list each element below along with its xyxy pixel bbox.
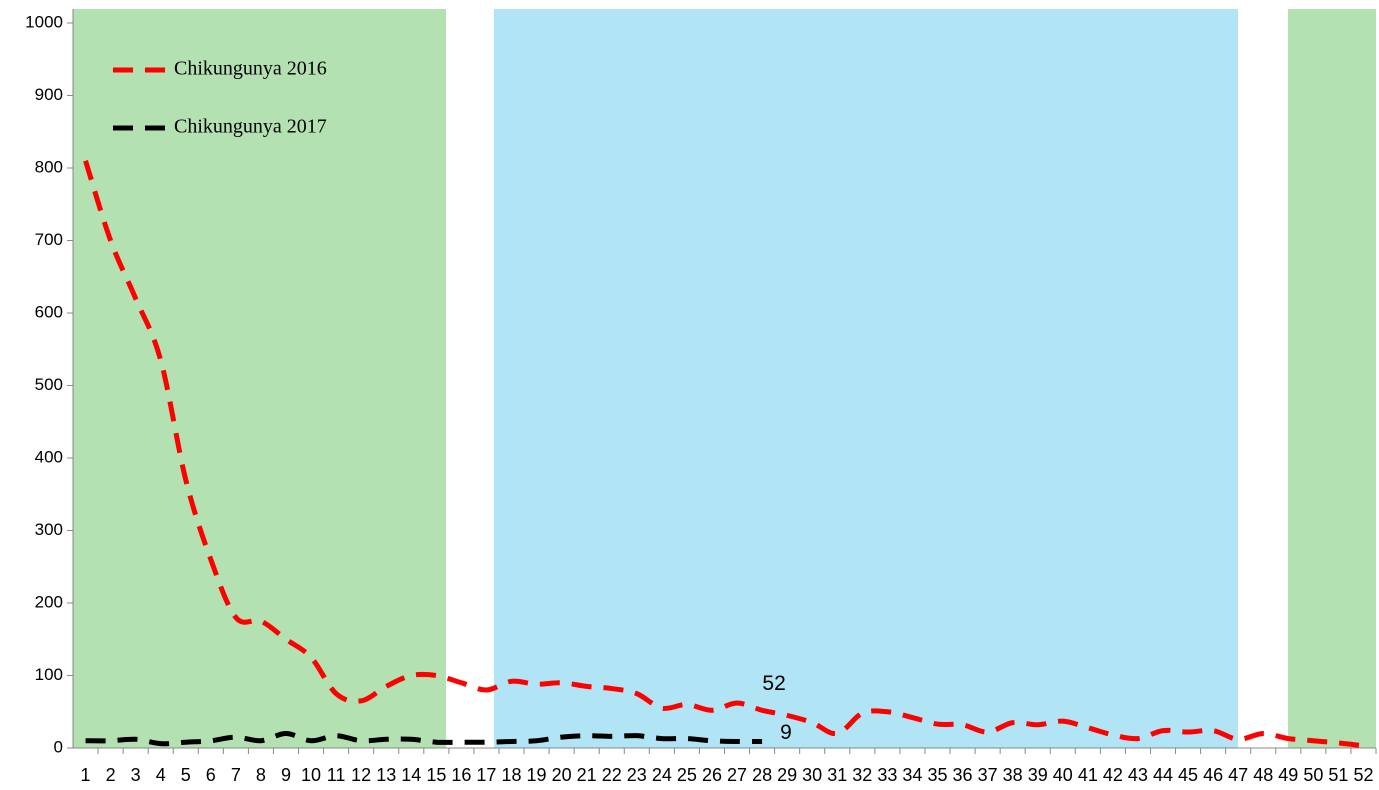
x-tick-label: 32 [852,765,872,785]
data-label: 52 [762,672,785,695]
x-tick-label: 45 [1178,765,1198,785]
x-tick-label: 20 [552,765,572,785]
x-tick-label: 28 [752,765,772,785]
x-tick-label: 11 [327,765,346,785]
x-tick-label: 26 [702,765,722,785]
x-tick-label: 15 [426,765,446,785]
x-tick-label: 35 [927,765,947,785]
x-tick-label: 10 [301,765,321,785]
legend-label: Chikungunya 2016 [174,58,327,80]
x-tick-label: 21 [577,765,597,785]
legend: Chikungunya 2016 Chikungunya 2017 [113,58,327,138]
x-tick-label: 1 [81,765,91,785]
x-tick-label: 40 [1053,765,1073,785]
y-tick-label: 800 [35,157,63,176]
x-tick-label: 4 [156,765,166,785]
x-tick-label: 51 [1328,765,1348,785]
x-tick-label: 47 [1228,765,1248,785]
x-tick-label: 37 [978,765,998,785]
x-tick-label: 33 [877,765,897,785]
x-tick-label: 29 [777,765,797,785]
x-tick-label: 34 [902,765,922,785]
y-tick-label: 600 [35,302,63,321]
x-tick-label: 23 [627,765,647,785]
legend-label: Chikungunya 2017 [174,116,327,138]
x-tick-label: 24 [652,765,672,785]
x-tick-label: 41 [1078,765,1098,785]
x-tick-label: 52 [1353,765,1373,785]
y-tick-label: 1000 [25,12,63,31]
x-tick-label: 38 [1003,765,1023,785]
series-line [85,730,763,747]
y-tick-label: 500 [35,375,63,394]
x-tick-label: 31 [827,765,847,785]
season-band [494,9,1238,748]
x-tick-label: 36 [953,765,973,785]
season-band [73,9,446,748]
x-tick-label: 42 [1103,765,1123,785]
x-tick-label: 14 [401,765,421,785]
data-label: 9 [780,721,792,744]
x-tick-label: 13 [376,765,396,785]
x-tick-label: 50 [1303,765,1323,785]
x-tick-label: 25 [677,765,697,785]
x-tick-label: 8 [256,765,266,785]
x-tick-label: 27 [727,765,747,785]
y-tick-label: 700 [35,230,63,249]
x-tick-label: 16 [451,765,471,785]
x-tick-label: 7 [231,765,241,785]
x-tick-label: 22 [602,765,622,785]
season-band [1288,9,1376,748]
x-tick-label: 49 [1278,765,1298,785]
y-tick-label: 300 [35,520,63,539]
y-tick-label: 0 [54,737,63,756]
x-tick-label: 3 [131,765,141,785]
x-tick-label: 17 [476,765,496,785]
x-tick-label: 18 [501,765,521,785]
x-tick-label: 5 [181,765,191,785]
x-tick-label: 44 [1153,765,1173,785]
series-line [83,160,1364,749]
y-tick-label: 200 [35,592,63,611]
x-tick-label: 46 [1203,765,1223,785]
y-tick-label: 900 [35,85,63,104]
x-tick-label: 2 [106,765,116,785]
x-tick-label: 43 [1128,765,1148,785]
x-tick-label: 12 [351,765,371,785]
x-tick-label: 30 [802,765,822,785]
x-tick-label: 39 [1028,765,1048,785]
x-tick-label: 9 [281,765,291,785]
x-tick-label: 19 [527,765,547,785]
x-tick-label: 6 [206,765,216,785]
y-tick-label: 400 [35,447,63,466]
x-tick-label: 48 [1253,765,1273,785]
y-tick-label: 100 [35,665,63,684]
